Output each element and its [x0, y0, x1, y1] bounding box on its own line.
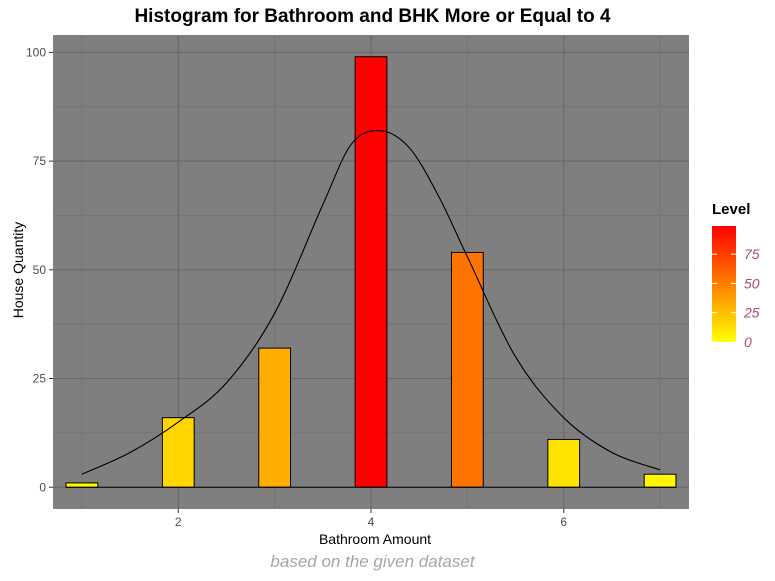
legend-tick-label: 25 [743, 305, 760, 321]
chart-caption: based on the given dataset [270, 552, 475, 571]
y-axis-ticks: 0 25 50 75 100 [26, 45, 53, 494]
legend-tick-label: 50 [744, 275, 760, 291]
legend-tick-label: 0 [744, 334, 752, 350]
y-tick-label: 50 [33, 263, 47, 277]
histogram-bar [65, 482, 99, 488]
legend-tick-label: 75 [744, 246, 760, 262]
x-tick-label: 2 [175, 515, 182, 529]
y-tick-label: 25 [33, 372, 47, 386]
x-axis-label: Bathroom Amount [318, 531, 432, 547]
histogram-bar [450, 251, 484, 488]
x-tick-label: 4 [368, 515, 375, 529]
y-tick-label: 75 [33, 154, 47, 168]
bars [65, 56, 677, 488]
chart-title: Histogram for Bathroom and BHK More or E… [134, 6, 611, 27]
x-axis-ticks: 2 4 6 [175, 509, 567, 529]
x-tick-label: 6 [560, 515, 567, 529]
density-curve [81, 129, 661, 475]
legend-colorbar [712, 226, 736, 342]
y-tick-label: 100 [26, 45, 46, 59]
histogram-bar [643, 473, 677, 488]
legend-title: Level [712, 201, 751, 218]
histogram-bar [547, 438, 581, 488]
y-tick-label: 0 [39, 480, 46, 494]
histogram-bar [258, 347, 292, 488]
histogram-bar [161, 417, 195, 488]
histogram-bar [354, 56, 388, 488]
y-axis-label: House Quantity [10, 221, 26, 319]
legend: 0 25 50 75 [712, 226, 760, 350]
density-curve-line [81, 129, 661, 475]
